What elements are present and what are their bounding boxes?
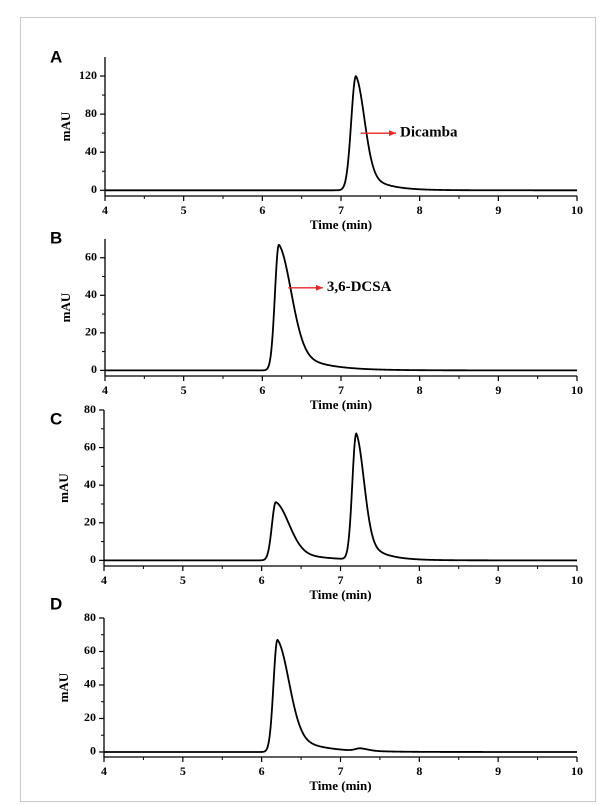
x-tick-label: 5 bbox=[181, 383, 187, 397]
y-tick-label: 0 bbox=[91, 182, 97, 196]
chromatogram-trace bbox=[103, 432, 578, 562]
y-tick-label: 60 bbox=[84, 643, 96, 657]
y-tick-label: 20 bbox=[84, 710, 96, 724]
x-tick-label: 5 bbox=[181, 203, 187, 217]
y-tick-label: 60 bbox=[84, 439, 96, 453]
y-tick-label: 80 bbox=[85, 106, 97, 120]
x-tick-label: 8 bbox=[416, 573, 422, 587]
x-tick-label: 9 bbox=[495, 383, 501, 397]
y-axis-title: mAU bbox=[58, 111, 73, 141]
y-tick-label: 20 bbox=[85, 325, 97, 339]
x-tick-label: 4 bbox=[102, 203, 108, 217]
y-tick-label: 0 bbox=[91, 362, 97, 376]
x-tick-label: 9 bbox=[495, 573, 501, 587]
y-tick-label: 40 bbox=[84, 477, 96, 491]
y-tick-label: 0 bbox=[90, 744, 96, 758]
x-tick-label: 8 bbox=[417, 383, 423, 397]
x-tick-label: 10 bbox=[571, 573, 583, 587]
x-tick-label: 5 bbox=[180, 573, 186, 587]
panel-label: D bbox=[50, 594, 62, 613]
x-tick-label: 6 bbox=[259, 203, 265, 217]
x-axis-title: Time (min) bbox=[310, 217, 372, 232]
x-tick-label: 8 bbox=[416, 764, 422, 778]
y-tick-label: 80 bbox=[84, 610, 96, 624]
x-axis-title: Time (min) bbox=[309, 778, 371, 793]
y-tick-label: 60 bbox=[85, 250, 97, 264]
y-tick-label: 0 bbox=[90, 552, 96, 566]
x-tick-label: 4 bbox=[102, 383, 108, 397]
y-axis-title: mAU bbox=[56, 672, 71, 702]
y-tick-label: 40 bbox=[85, 287, 97, 301]
chart-panel-b: B 4 5 6 7 8 9 10 0 20 40 60 Time (min) mAU 3,6-DCSA bbox=[50, 228, 583, 412]
y-axis-title: mAU bbox=[56, 473, 71, 503]
x-tick-label: 10 bbox=[571, 764, 583, 778]
peak-annotation-label: Dicamba bbox=[400, 125, 458, 141]
chromatogram-trace bbox=[104, 75, 578, 192]
panel-label: C bbox=[50, 409, 62, 428]
y-tick-label: 40 bbox=[84, 677, 96, 691]
chart-panel-c: C 4 5 6 7 8 9 10 0 20 40 60 80 Time (min) mAU bbox=[50, 402, 583, 602]
figure-frame bbox=[20, 17, 596, 802]
chart-panel-a: A 4 5 6 7 8 9 10 0 40 80 120 Time (min) mAU Dicamba bbox=[50, 47, 583, 232]
chromatogram-trace bbox=[104, 244, 578, 372]
x-tick-label: 7 bbox=[338, 383, 344, 397]
x-tick-label: 7 bbox=[338, 764, 344, 778]
x-tick-label: 5 bbox=[180, 764, 186, 778]
x-tick-label: 4 bbox=[101, 573, 107, 587]
x-tick-label: 6 bbox=[259, 383, 265, 397]
panel-label: A bbox=[50, 47, 62, 66]
panel-label: B bbox=[50, 228, 62, 247]
x-axis-title: Time (min) bbox=[310, 397, 372, 412]
x-axis-title: Time (min) bbox=[309, 587, 371, 602]
y-tick-label: 20 bbox=[84, 515, 96, 529]
x-tick-label: 6 bbox=[259, 573, 265, 587]
x-tick-label: 9 bbox=[495, 203, 501, 217]
x-tick-label: 10 bbox=[571, 383, 583, 397]
x-tick-label: 10 bbox=[571, 203, 583, 217]
x-tick-label: 7 bbox=[338, 203, 344, 217]
x-tick-label: 8 bbox=[417, 203, 423, 217]
x-tick-label: 4 bbox=[101, 764, 107, 778]
y-tick-label: 120 bbox=[79, 68, 97, 82]
y-tick-label: 80 bbox=[84, 402, 96, 416]
x-tick-label: 6 bbox=[259, 764, 265, 778]
y-axis-title: mAU bbox=[58, 292, 73, 322]
x-tick-label: 7 bbox=[338, 573, 344, 587]
x-tick-label: 9 bbox=[495, 764, 501, 778]
chart-panel-d: D 4 5 6 7 8 9 10 0 20 40 60 80 Time (min) mAU bbox=[50, 594, 583, 793]
chromatogram-trace bbox=[103, 638, 578, 753]
peak-annotation-label: 3,6-DCSA bbox=[327, 279, 392, 295]
y-tick-label: 40 bbox=[85, 144, 97, 158]
